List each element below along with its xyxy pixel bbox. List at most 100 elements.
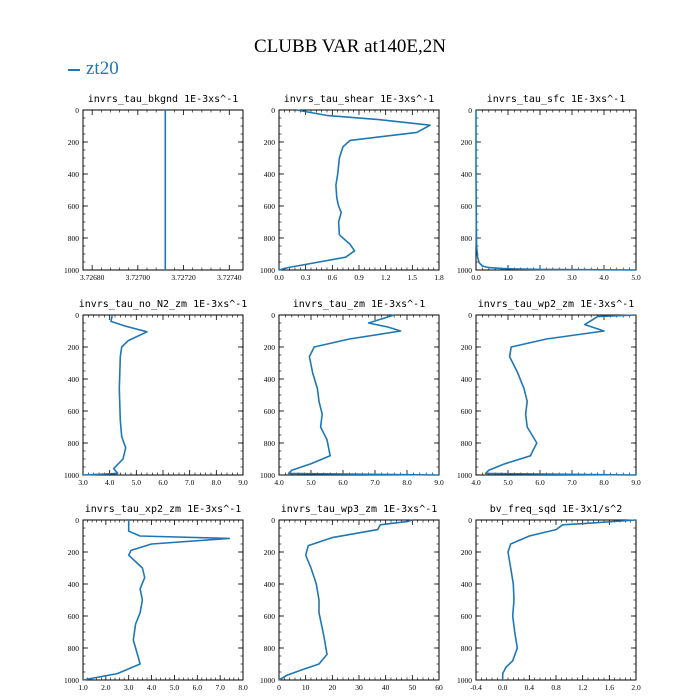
y-tick-label: 400 — [68, 580, 80, 589]
legend-label: zt20 — [86, 58, 119, 79]
x-tick-label: 0.0 — [498, 683, 508, 692]
y-tick-label: 1000 — [260, 471, 275, 480]
series-line — [82, 314, 148, 476]
x-tick-label: 8.0 — [599, 478, 609, 487]
x-tick-label: 8.0 — [402, 478, 412, 487]
x-tick-label: 5.0 — [170, 683, 180, 692]
y-tick-label: 600 — [264, 612, 276, 621]
subplot-title: invrs_tau_xp2_zm 1E-3xs^-1 — [85, 504, 242, 515]
y-tick-label: 1000 — [260, 676, 275, 685]
x-tick-label: 0.4 — [525, 683, 535, 692]
series-line — [501, 519, 637, 680]
subplot-3: invrs_tau_sfc 1E-3xs^-1 0 200 400 600 800 1000… — [457, 94, 641, 282]
y-tick-label: 0 — [271, 516, 275, 525]
x-tick-label: 20 — [329, 683, 337, 692]
y-tick-label: 800 — [264, 439, 276, 448]
x-tick-label: 2.0 — [101, 683, 111, 692]
y-tick-label: 600 — [68, 612, 80, 621]
y-tick-label: 1000 — [457, 471, 472, 480]
subplot-2: invrs_tau_shear 1E-3xs^-1 0 200 400 600 800 10… — [260, 94, 444, 282]
y-tick-label: 200 — [264, 548, 276, 557]
x-tick-label: 3.0 — [124, 683, 134, 692]
subplot-title: invrs_tau_no_N2_zm 1E-3xs^-1 — [79, 299, 248, 310]
plot-frame — [82, 109, 244, 271]
y-tick-label: 200 — [461, 343, 473, 352]
y-tick-label: 200 — [461, 548, 473, 557]
subplot-4: invrs_tau_no_N2_zm 1E-3xs^-10 200 400 600 80… — [64, 299, 248, 487]
y-tick-label: 0 — [468, 516, 472, 525]
plot-frame — [82, 314, 244, 476]
x-tick-label: 9.0 — [434, 478, 444, 487]
subplot-5: invrs_tau_zm 1E-3xs^-1 0 200 400 600 800 10004… — [260, 299, 444, 487]
x-tick-label: 2.0 — [631, 683, 641, 692]
x-tick-label: 4.0 — [147, 683, 157, 692]
x-tick-label: 7.0 — [185, 478, 195, 487]
x-tick-label: 1.8 — [434, 273, 444, 282]
x-tick-label: 0.6 — [328, 273, 338, 282]
x-tick-label: 60 — [435, 683, 443, 692]
x-tick-label: 0.0 — [274, 273, 284, 282]
y-tick-label: 0 — [468, 106, 472, 115]
y-tick-label: 600 — [68, 202, 80, 211]
y-tick-label: 400 — [461, 170, 473, 179]
y-tick-label: 800 — [68, 234, 80, 243]
y-tick-label: 0 — [75, 106, 79, 115]
x-tick-label: 1.0 — [503, 273, 513, 282]
x-tick-label: 4.0 — [471, 478, 481, 487]
x-tick-label: 6.0 — [338, 478, 348, 487]
subplot-9: bv_freq_sqd 1E-3x1/s^2 0 200 400 600 800 1000-… — [457, 504, 641, 692]
y-tick-label: 400 — [264, 580, 276, 589]
x-tick-label: 7.0 — [370, 478, 380, 487]
series-line — [278, 109, 431, 271]
x-tick-label: 8.0 — [212, 478, 222, 487]
y-tick-label: 800 — [461, 234, 473, 243]
y-tick-label: 600 — [461, 612, 473, 621]
y-tick-label: 600 — [264, 202, 276, 211]
x-tick-label: 9.0 — [238, 478, 248, 487]
x-tick-label: 2.0 — [535, 273, 545, 282]
subplot-title: invrs_tau_wp2_zm 1E-3xs^-1 — [478, 299, 635, 310]
y-tick-label: 800 — [264, 234, 276, 243]
y-tick-label: 200 — [264, 343, 276, 352]
legend-swatch — [68, 68, 80, 71]
series-line — [278, 519, 413, 681]
x-tick-label: 3.0 — [78, 478, 88, 487]
y-tick-label: 200 — [68, 138, 80, 147]
x-tick-label: 5.0 — [503, 478, 513, 487]
series-line — [475, 110, 637, 271]
y-tick-label: 200 — [68, 548, 80, 557]
x-tick-label: 3.72680 — [80, 273, 105, 282]
subplot-1: invrs_tau_bkgnd 1E-3xs^-1 0 200 400 600 800 10… — [64, 94, 244, 282]
y-tick-label: 600 — [264, 407, 276, 416]
y-tick-label: 600 — [461, 202, 473, 211]
y-tick-label: 400 — [264, 375, 276, 384]
y-tick-label: 800 — [461, 644, 473, 653]
x-tick-label: 3.72740 — [217, 273, 242, 282]
x-tick-label: 0 — [277, 683, 281, 692]
x-tick-label: 10 — [302, 683, 310, 692]
y-tick-label: 800 — [461, 439, 473, 448]
x-tick-label: 1.2 — [381, 273, 391, 282]
plot-frame — [475, 314, 637, 476]
x-tick-label: 3.72720 — [171, 273, 196, 282]
y-tick-label: 1000 — [64, 266, 79, 275]
y-tick-label: 0 — [271, 106, 275, 115]
y-tick-label: 400 — [461, 375, 473, 384]
x-tick-label: 1.0 — [78, 683, 88, 692]
x-tick-label: 0.0 — [471, 273, 481, 282]
x-tick-label: -0.4 — [470, 683, 482, 692]
subplot-8: invrs_tau_wp3_zm 1E-3xs^-102004006008001… — [260, 504, 443, 692]
y-tick-label: 1000 — [457, 266, 472, 275]
y-tick-label: 1000 — [457, 676, 472, 685]
y-tick-label: 1000 — [64, 471, 79, 480]
x-tick-label: 6.0 — [193, 683, 203, 692]
subplot-title: invrs_tau_bkgnd 1E-3xs^-1 — [88, 94, 239, 105]
subplot-title: invrs_tau_wp3_zm 1E-3xs^-1 — [281, 504, 438, 515]
x-tick-label: 50 — [409, 683, 417, 692]
subplot-6: invrs_tau_wp2_zm 1E-3xs^-1 0 200 400 600 800 1… — [457, 299, 641, 487]
x-tick-label: 7.0 — [215, 683, 225, 692]
x-tick-label: 1.2 — [578, 683, 588, 692]
x-tick-label: 0.3 — [301, 273, 311, 282]
subplot-title: bv_freq_sqd 1E-3x1/s^2 — [490, 504, 622, 515]
